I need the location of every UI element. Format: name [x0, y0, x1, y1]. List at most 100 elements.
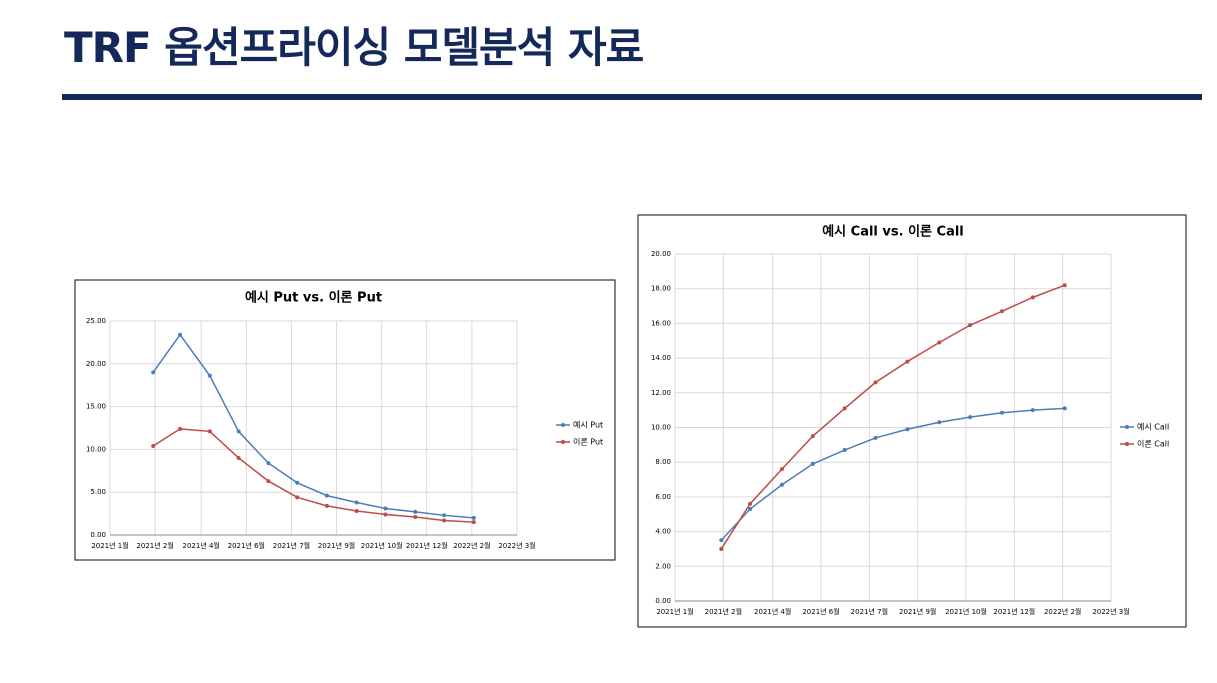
data-point [383, 512, 388, 517]
data-point [295, 480, 300, 485]
data-point [207, 429, 212, 434]
legend-label: 이론 Put [573, 437, 603, 447]
data-point [810, 434, 815, 439]
x-tick-label: 2021년 10월 [361, 541, 403, 550]
x-tick-label: 2021년 9월 [899, 607, 936, 616]
data-point [1030, 295, 1035, 300]
data-point [442, 518, 447, 523]
series-line [720, 407, 1065, 541]
x-tick-label: 2021년 7월 [851, 607, 888, 616]
x-tick-label: 2022년 2월 [1044, 607, 1081, 616]
data-point [1000, 410, 1004, 415]
y-tick-label: 15.00 [86, 403, 106, 411]
y-tick-label: 6.00 [655, 493, 671, 501]
x-tick-label: 2021년 4월 [754, 607, 791, 616]
chart-title: 예시 Put vs. 이론 Put [245, 290, 382, 306]
data-point [810, 461, 815, 466]
x-tick-label: 2021년 2월 [705, 607, 742, 616]
data-point [748, 507, 753, 512]
data-point [873, 435, 878, 440]
y-tick-label: 18.00 [651, 285, 671, 293]
x-tick-label: 2021년 6월 [802, 607, 839, 616]
x-tick-label: 2022년 3월 [1092, 607, 1129, 616]
legend-marker [1125, 442, 1129, 446]
x-tick-label: 2021년 1월 [91, 541, 128, 550]
data-point [471, 520, 476, 525]
y-tick-label: 14.00 [651, 354, 671, 362]
x-tick-label: 2021년 4월 [183, 541, 220, 550]
series-line [152, 428, 474, 523]
y-tick-label: 25.00 [86, 317, 106, 325]
title-rule [62, 94, 1202, 100]
series-line [720, 284, 1065, 550]
data-point [1000, 309, 1004, 314]
legend-marker [561, 423, 565, 427]
data-point [295, 495, 300, 500]
data-point [151, 370, 156, 375]
y-tick-label: 20.00 [86, 360, 106, 368]
data-point [178, 332, 183, 337]
x-tick-label: 2021년 2월 [136, 541, 173, 550]
data-point [266, 461, 271, 466]
data-point [748, 501, 753, 506]
x-tick-label: 2022년 2월 [453, 541, 490, 550]
data-point [236, 455, 241, 460]
data-point [842, 448, 847, 453]
data-point [968, 415, 973, 420]
legend-label: 이론 Call [1137, 439, 1169, 449]
data-point [873, 380, 878, 385]
y-tick-label: 10.00 [651, 424, 671, 432]
data-point [779, 482, 784, 487]
y-tick-label: 4.00 [655, 528, 671, 536]
data-point [937, 340, 942, 345]
data-point [1062, 283, 1067, 288]
chart-frame [74, 279, 616, 561]
data-point [354, 500, 359, 505]
data-point [1062, 406, 1067, 411]
y-tick-label: 12.00 [651, 389, 671, 397]
data-point [178, 426, 183, 431]
data-point [207, 373, 212, 378]
data-point [266, 479, 271, 484]
legend-marker [561, 440, 565, 444]
data-point [719, 546, 724, 551]
series-line [152, 333, 474, 519]
data-point [383, 506, 388, 511]
data-point [471, 515, 476, 520]
data-point [719, 538, 724, 543]
y-tick-label: 0.00 [655, 597, 671, 605]
x-tick-label: 2021년 12월 [406, 541, 448, 550]
y-tick-label: 20.00 [651, 250, 671, 258]
x-tick-label: 2021년 1월 [656, 607, 693, 616]
page-title: TRF 옵션프라이싱 모델분석 자료 [64, 23, 644, 72]
x-tick-label: 2021년 7월 [273, 541, 310, 550]
data-point [151, 443, 156, 448]
y-tick-label: 2.00 [655, 562, 671, 570]
x-tick-label: 2022년 3월 [498, 541, 535, 550]
data-point [324, 503, 329, 508]
legend-label: 예시 Put [573, 420, 603, 430]
data-point [968, 323, 973, 328]
x-tick-label: 2021년 10월 [945, 607, 987, 616]
y-tick-label: 5.00 [90, 488, 106, 496]
data-point [905, 359, 910, 364]
y-tick-label: 10.00 [86, 445, 106, 453]
data-point [779, 467, 784, 472]
y-tick-label: 8.00 [655, 458, 671, 466]
data-point [413, 515, 418, 520]
data-point [413, 509, 418, 514]
legend-marker [1125, 425, 1129, 429]
y-tick-label: 16.00 [651, 319, 671, 327]
x-tick-label: 2021년 12월 [993, 607, 1035, 616]
data-point [324, 493, 329, 498]
legend-label: 예시 Call [1137, 422, 1169, 432]
x-tick-label: 2021년 9월 [318, 541, 355, 550]
chart-title: 예시 Call vs. 이론 Call [822, 224, 964, 240]
data-point [842, 406, 847, 411]
data-point [236, 429, 241, 434]
data-point [905, 427, 910, 432]
y-tick-label: 0.00 [90, 531, 106, 539]
data-point [442, 513, 447, 518]
